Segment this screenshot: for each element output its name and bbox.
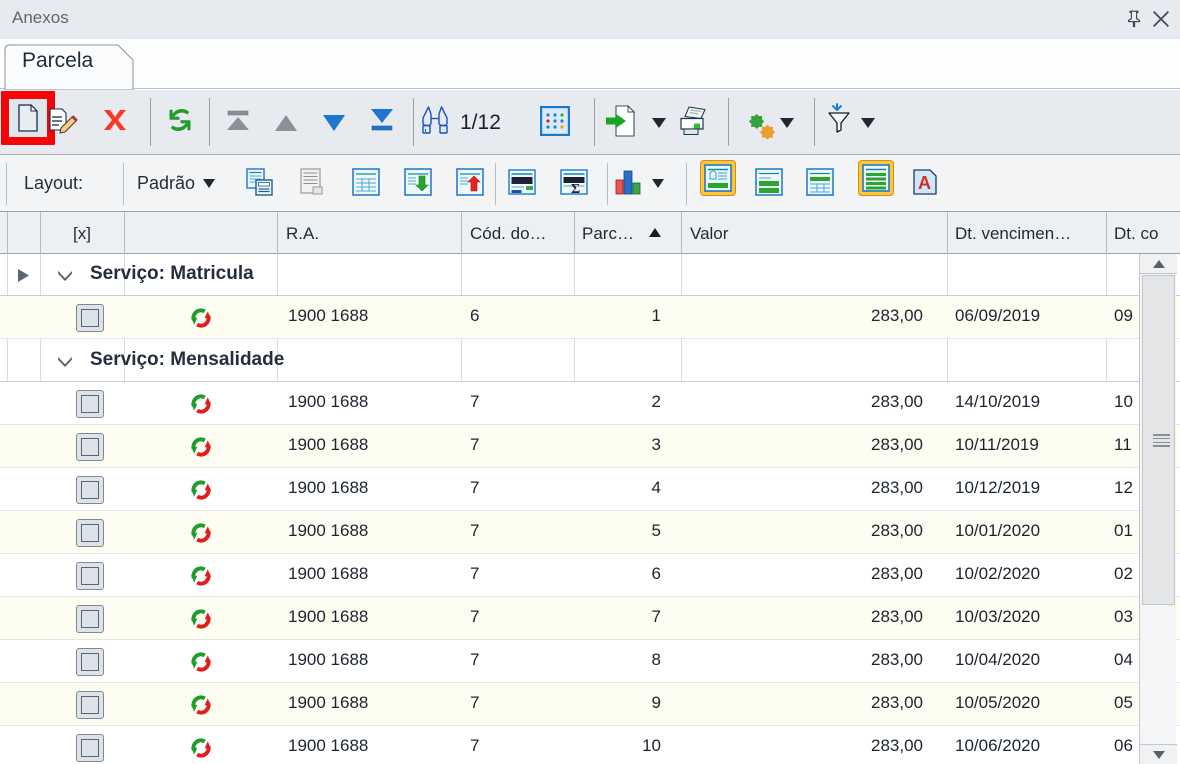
svg-text:A: A	[918, 173, 931, 193]
svg-text:Σ: Σ	[571, 182, 580, 195]
